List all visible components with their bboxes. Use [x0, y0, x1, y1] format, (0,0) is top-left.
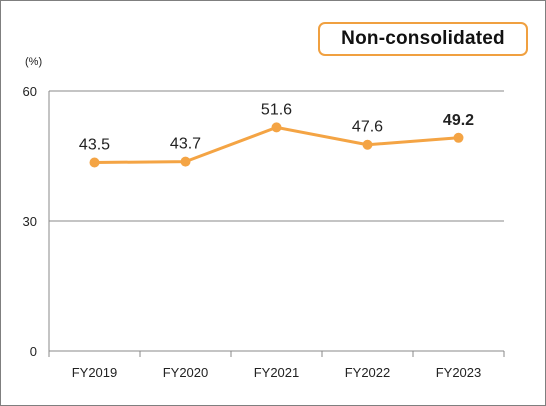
y-unit-label: (%) [25, 56, 43, 68]
data-label: 49.2 [443, 112, 474, 129]
x-tick-label: FY2019 [72, 365, 118, 380]
y-tick-label: 30 [23, 214, 37, 229]
x-tick-label: FY2023 [436, 365, 482, 380]
y-tick-label: 0 [30, 344, 37, 359]
data-point [271, 122, 282, 133]
data-point [362, 139, 373, 150]
series-line [94, 125, 459, 164]
data-point [180, 156, 191, 167]
data-label: 43.5 [79, 137, 110, 154]
x-tick-label: FY2021 [254, 365, 300, 380]
consolidation-badge: Non-consolidated [318, 22, 528, 56]
data-label: 51.6 [261, 101, 292, 118]
data-label: 43.7 [170, 136, 201, 153]
x-tick-label: FY2022 [345, 365, 391, 380]
data-label: 47.6 [352, 119, 383, 136]
data-point [89, 157, 100, 168]
x-tick-label: FY2020 [163, 365, 209, 380]
data-point [453, 132, 464, 143]
y-tick-label: 60 [23, 84, 37, 99]
